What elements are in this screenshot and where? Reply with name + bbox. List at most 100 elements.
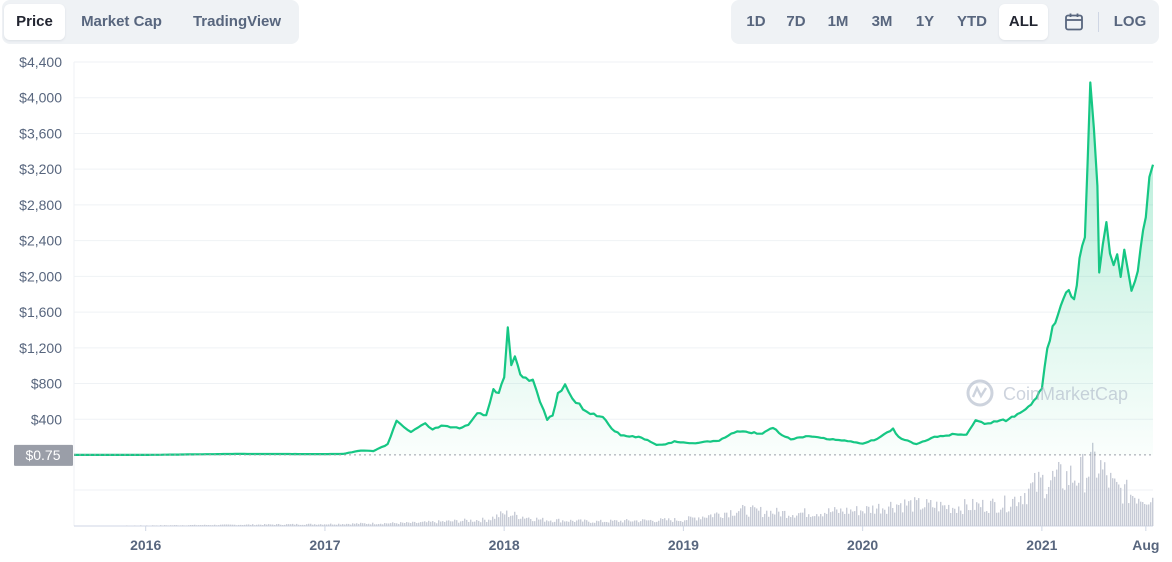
volume-bar — [146, 525, 148, 526]
volume-bar — [640, 521, 642, 526]
volume-bar — [940, 501, 942, 526]
volume-bar — [692, 517, 694, 526]
volume-bar — [544, 521, 546, 526]
volume-bar — [126, 525, 128, 526]
tab-tradingview[interactable]: TradingView — [192, 13, 282, 30]
volume-bar — [868, 506, 870, 526]
volume-bar — [288, 524, 290, 526]
volume-bar — [598, 521, 600, 526]
volume-bar — [634, 520, 636, 526]
range-ytd[interactable]: YTD — [957, 13, 987, 30]
volume-bar — [314, 524, 316, 526]
volume-bar — [538, 519, 540, 526]
range-1y[interactable]: 1Y — [915, 13, 935, 30]
volume-bar — [182, 525, 184, 526]
volume-bar — [950, 513, 952, 526]
volume-bar — [190, 525, 192, 526]
volume-bar — [506, 510, 508, 526]
volume-bar — [274, 524, 276, 526]
y-tick-label: $3,200 — [19, 161, 62, 177]
volume-bar — [568, 521, 570, 526]
volume-bar — [262, 525, 264, 526]
volume-bar — [630, 521, 632, 526]
volume-bar — [734, 515, 736, 526]
volume-bar — [880, 513, 882, 526]
volume-bar — [906, 505, 908, 526]
range-7d[interactable]: 7D — [786, 13, 806, 30]
volume-bar — [1034, 473, 1036, 526]
volume-bar — [1150, 502, 1152, 526]
x-tick-label: 2019 — [668, 537, 699, 553]
volume-bar — [920, 509, 922, 526]
volume-bar — [362, 523, 364, 526]
volume-bar — [232, 524, 234, 526]
volume-bar — [936, 501, 938, 526]
calendar-button[interactable] — [1055, 4, 1093, 40]
volume-bar — [206, 525, 208, 526]
volume-bar — [1030, 483, 1032, 526]
range-1m[interactable]: 1M — [827, 13, 849, 30]
price-area — [74, 82, 1153, 455]
volume-bar — [430, 521, 432, 526]
volume-bar — [660, 518, 662, 526]
volume-bar — [438, 520, 440, 526]
volume-bar — [350, 524, 352, 526]
volume-bar — [930, 500, 932, 526]
volume-bar — [390, 523, 392, 526]
volume-bar — [982, 499, 984, 526]
volume-bar — [492, 516, 494, 526]
volume-bar — [1108, 487, 1110, 526]
volume-bar — [210, 525, 212, 526]
volume-bar — [434, 522, 436, 526]
volume-bar — [680, 521, 682, 526]
volume-bar — [972, 498, 974, 526]
tab-price[interactable]: Price — [4, 4, 65, 40]
volume-bar — [536, 517, 538, 526]
volume-bar — [446, 520, 448, 526]
volume-bar — [290, 524, 292, 526]
volume-bar — [168, 525, 170, 526]
volume-bar — [1008, 511, 1010, 526]
volume-bar — [140, 525, 142, 526]
volume-bar — [696, 520, 698, 526]
volume-bar — [336, 524, 338, 526]
volume-bar — [626, 519, 628, 526]
tab-market-cap[interactable]: Market Cap — [81, 13, 162, 30]
volume-bar — [582, 521, 584, 526]
volume-bar — [330, 523, 332, 526]
volume-bar — [830, 512, 832, 526]
volume-bar — [452, 521, 454, 526]
volume-bar — [1116, 481, 1118, 526]
volume-bar — [302, 524, 304, 526]
range-1d[interactable]: 1D — [746, 13, 766, 30]
volume-bar — [1086, 477, 1088, 526]
range-all[interactable]: ALL — [999, 4, 1048, 40]
volume-bar — [1072, 482, 1074, 526]
volume-bar — [372, 522, 374, 526]
volume-bar — [888, 506, 890, 526]
volume-bar — [592, 522, 594, 526]
time-range-selector: 1D 7D 1M 3M 1Y YTD ALL LOG — [731, 0, 1159, 44]
volume-bar — [704, 517, 706, 526]
volume-bar — [866, 506, 868, 526]
volume-bar — [960, 510, 962, 526]
volume-bar — [420, 522, 422, 526]
volume-bar — [870, 512, 872, 526]
volume-bar — [616, 520, 618, 526]
volume-bar — [800, 512, 802, 526]
volume-bar — [496, 514, 498, 526]
volume-bar — [558, 518, 560, 526]
volume-bar — [1022, 504, 1024, 526]
log-scale-toggle[interactable]: LOG — [1113, 13, 1147, 30]
volume-bar — [622, 522, 624, 526]
volume-bar — [224, 524, 226, 526]
range-3m[interactable]: 3M — [871, 13, 893, 30]
volume-bar — [1012, 498, 1014, 526]
volume-bar — [384, 523, 386, 526]
volume-bar — [1000, 509, 1002, 526]
volume-bar — [912, 511, 914, 526]
volume-bar — [176, 525, 178, 526]
volume-bar — [702, 516, 704, 526]
volume-bar — [958, 506, 960, 526]
volume-bar — [248, 524, 250, 526]
